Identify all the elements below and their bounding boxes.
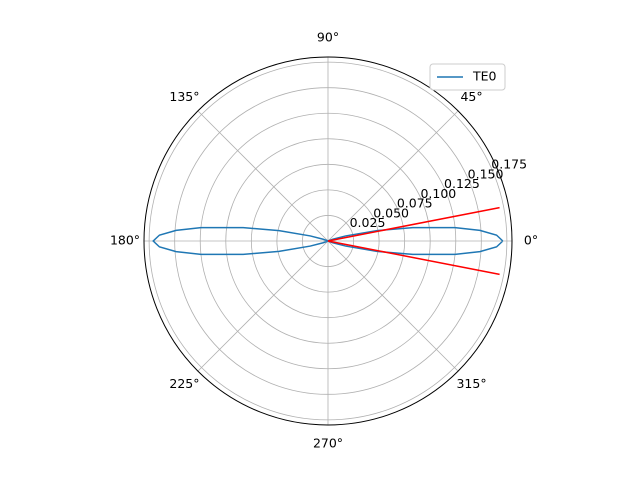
r-tick-label: 0.100 (420, 186, 456, 201)
grid-spoke (327, 240, 459, 372)
grid-spoke (327, 110, 459, 242)
theta-tick-label: 90° (317, 30, 339, 45)
grid-spoke (197, 110, 329, 242)
r-tick-label: 0.125 (444, 176, 480, 191)
legend-box (429, 63, 506, 91)
r-tick-label: 0.050 (373, 205, 409, 220)
r-tick-label: 0.075 (397, 196, 433, 211)
theta-tick-label: 180° (110, 233, 140, 248)
frame (143, 56, 513, 426)
r-tick-label: 0.025 (350, 215, 386, 230)
series-line (327, 206, 500, 276)
legend-label: TE0 (472, 69, 497, 84)
theta-tick-label: 45° (460, 89, 482, 104)
theta-tick-label: 0° (524, 233, 538, 248)
r-tick-label: 0.150 (468, 166, 504, 181)
theta-tick-label: 270° (313, 436, 343, 451)
series-line (152, 226, 504, 256)
r-tick-label: 0.175 (491, 157, 527, 172)
theta-tick-label: 135° (169, 89, 199, 104)
theta-tick-label: 225° (169, 376, 199, 391)
theta-tick-label: 315° (456, 376, 486, 391)
grid-spoke (197, 240, 329, 372)
